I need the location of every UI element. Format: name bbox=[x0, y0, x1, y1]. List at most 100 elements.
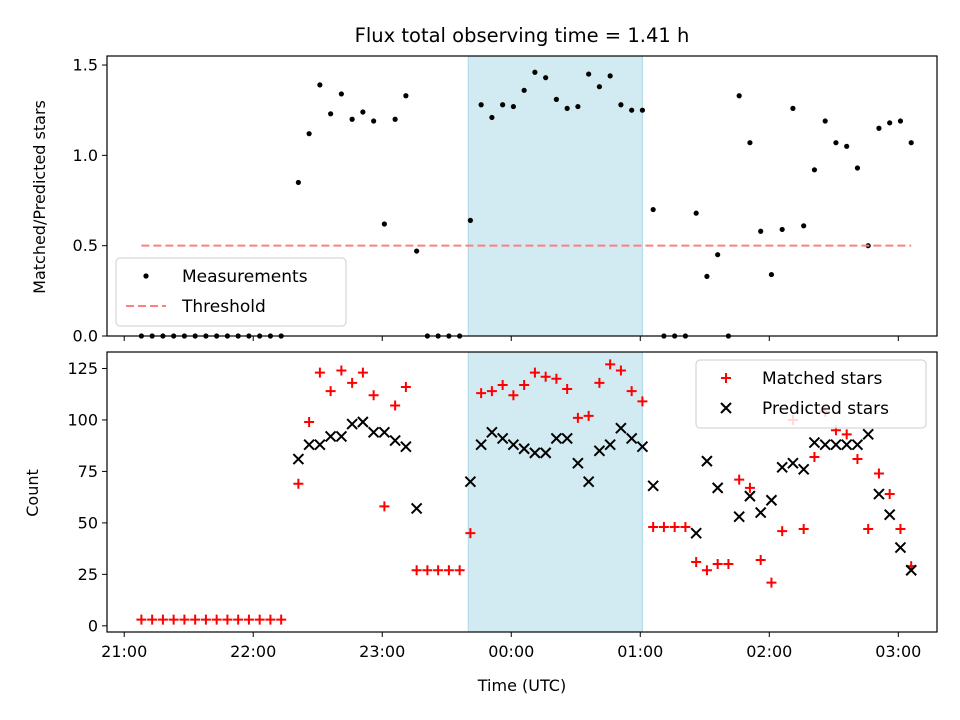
measurement-point bbox=[575, 103, 581, 110]
matched-star-point bbox=[594, 377, 605, 388]
matched-star-point bbox=[304, 417, 315, 427]
measurement-point bbox=[521, 87, 527, 93]
predicted-star-point bbox=[378, 426, 391, 439]
matched-star-point bbox=[276, 614, 287, 625]
y-tick-label: 50 bbox=[78, 513, 98, 532]
matched-star-point bbox=[798, 524, 809, 535]
predicted-star-point bbox=[292, 453, 305, 465]
matched-star-point bbox=[433, 565, 444, 576]
y-tick-label: 1.0 bbox=[73, 146, 98, 165]
ratio-y-axis-label: Matched/Predicted stars bbox=[30, 100, 49, 294]
measurement-point bbox=[618, 102, 624, 108]
predicted-star-point bbox=[486, 426, 498, 439]
predicted-star-point bbox=[636, 440, 649, 453]
matched-star-point bbox=[336, 365, 347, 376]
matched-star-point bbox=[562, 384, 573, 395]
matched-star-point bbox=[712, 559, 723, 570]
predicted-star-point bbox=[625, 432, 638, 445]
predicted-star-point bbox=[561, 432, 573, 445]
predicted-star-point bbox=[303, 438, 315, 451]
matched-star-point bbox=[809, 452, 820, 462]
measurement-point bbox=[392, 116, 398, 122]
shaded-interval bbox=[467, 55, 643, 337]
matched-star-point bbox=[572, 412, 583, 423]
predicted-star-point bbox=[862, 428, 874, 441]
predicted-star-point bbox=[593, 445, 606, 457]
matched-star-point bbox=[744, 482, 755, 493]
measurement-point bbox=[736, 93, 742, 99]
legend-label: Matched stars bbox=[762, 369, 882, 389]
matched-star-point bbox=[723, 559, 734, 570]
matched-star-point bbox=[701, 565, 712, 576]
matched-star-point bbox=[254, 614, 265, 625]
predicted-star-point bbox=[765, 494, 778, 506]
x-tick-label: 22:00 bbox=[230, 642, 276, 661]
measurement-point bbox=[876, 125, 882, 131]
predicted-star-point bbox=[604, 438, 616, 451]
predicted-star-point bbox=[711, 482, 724, 494]
matched-star-point bbox=[168, 614, 179, 625]
measurement-point bbox=[844, 143, 850, 149]
matched-star-point bbox=[211, 614, 222, 625]
matched-star-point bbox=[551, 373, 562, 384]
measurement-point bbox=[381, 221, 387, 227]
y-tick-label: 0 bbox=[88, 616, 98, 635]
y-tick-label: 75 bbox=[78, 462, 98, 481]
matched-star-point bbox=[243, 614, 254, 625]
predicted-star-point bbox=[733, 510, 745, 523]
predicted-star-point bbox=[883, 508, 896, 521]
matched-star-point bbox=[863, 524, 874, 535]
measurement-point bbox=[650, 206, 656, 213]
matched-star-point bbox=[529, 367, 540, 378]
measurement-point bbox=[811, 167, 818, 173]
matched-star-point bbox=[465, 528, 476, 539]
predicted-star-point bbox=[550, 432, 563, 445]
measurement-point bbox=[360, 109, 366, 115]
measurement-point bbox=[833, 140, 839, 146]
matched-star-point bbox=[379, 501, 390, 512]
measurement-point bbox=[414, 248, 420, 254]
measurement-point bbox=[715, 252, 721, 258]
y-tick-label: 100 bbox=[67, 410, 98, 429]
measurement-point bbox=[403, 93, 409, 99]
legend-label: Threshold bbox=[181, 297, 266, 317]
legend-plus-marker bbox=[721, 373, 731, 383]
matched-star-point bbox=[508, 390, 519, 401]
predicted-star-point bbox=[314, 438, 326, 451]
measurement-point bbox=[478, 102, 484, 108]
matched-star-point bbox=[222, 614, 233, 625]
x-tick-label: 23:00 bbox=[359, 642, 405, 661]
ratio-panel: 0.0 0.5 1.0 1.5 Measurements Threshold bbox=[73, 55, 938, 346]
predicted-star-point bbox=[357, 416, 369, 428]
predicted-star-point bbox=[776, 461, 788, 474]
y-tick-label: 125 bbox=[67, 359, 98, 378]
matched-star-point bbox=[136, 614, 147, 625]
legend-dot-marker bbox=[143, 273, 149, 279]
x-tick-label: 21:00 bbox=[101, 642, 147, 661]
series-predicted-stars bbox=[292, 416, 917, 576]
matched-star-point bbox=[755, 554, 766, 565]
y-tick-label: 0.5 bbox=[73, 236, 98, 255]
measurement-point bbox=[887, 120, 893, 126]
matched-star-point bbox=[314, 367, 325, 378]
x-tick-label: 00:00 bbox=[488, 642, 534, 661]
matched-star-point bbox=[669, 522, 680, 532]
measurement-point bbox=[306, 131, 312, 137]
predicted-star-point bbox=[464, 475, 477, 488]
predicted-star-point bbox=[496, 432, 509, 445]
measurement-point bbox=[510, 103, 516, 110]
measurement-point bbox=[338, 91, 344, 97]
y-tick-label: 1.5 bbox=[73, 56, 98, 75]
chart-title: Flux total observing time = 1.41 h bbox=[355, 24, 690, 47]
predicted-star-point bbox=[830, 438, 842, 451]
measurement-point bbox=[586, 71, 592, 77]
measurement-point bbox=[489, 114, 495, 121]
measurement-point bbox=[629, 107, 635, 113]
measurement-point bbox=[822, 118, 828, 124]
matched-star-point bbox=[411, 565, 422, 576]
predicted-star-point bbox=[529, 447, 541, 459]
predicted-star-point bbox=[475, 438, 487, 451]
legend-x-marker bbox=[720, 402, 732, 414]
matched-star-point bbox=[658, 522, 669, 532]
